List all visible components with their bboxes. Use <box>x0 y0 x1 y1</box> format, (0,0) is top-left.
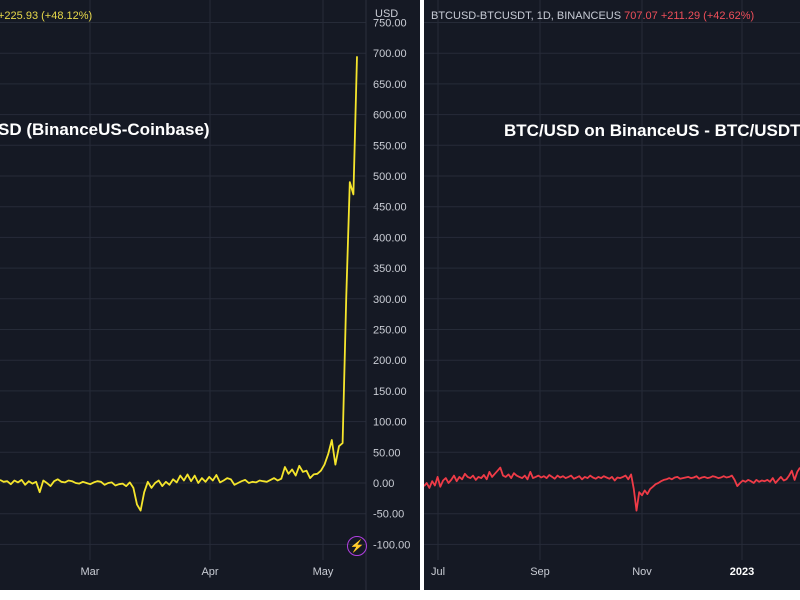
y-tick-label: 400.00 <box>373 232 407 244</box>
x-tick-label: Sep <box>530 566 550 578</box>
y-tick-label: 150.00 <box>373 386 407 398</box>
y-tick-label: 550.00 <box>373 140 407 152</box>
x-tick-label: Nov <box>632 566 652 578</box>
right-chart-title: BTC/USD on BinanceUS - BTC/USDT o <box>504 121 800 140</box>
right-grid <box>424 0 800 560</box>
left-x-axis: Mar Apr May <box>81 566 334 578</box>
left-y-axis: 750.00 700.00 650.00 600.00 550.00 500.00 450.… <box>373 18 410 552</box>
right-legend: BTCUSD-BTCUSDT, 1D, BINANCEUS 707.07 +21… <box>431 10 754 22</box>
left-grid <box>0 0 366 560</box>
x-tick-label: May <box>313 566 334 578</box>
right-chart-panel: Jul Sep Nov 2023 BTCUSD-BTCUSDT, 1D, BINANC… <box>424 0 800 590</box>
y-tick-label: 100.00 <box>373 417 407 429</box>
right-legend-symbol: BTCUSD-BTCUSDT, 1D, BINANCEUS <box>431 10 622 22</box>
y-tick-label: 650.00 <box>373 79 407 91</box>
lightning-icon[interactable]: ⚡ <box>347 536 367 556</box>
y-tick-label: 0.00 <box>373 478 394 490</box>
y-tick-label: 50.00 <box>373 447 401 459</box>
x-tick-label: Mar <box>81 566 100 578</box>
y-tick-label: 750.00 <box>373 18 407 30</box>
y-tick-label: 500.00 <box>373 171 407 183</box>
currency-label: USD <box>375 8 398 20</box>
right-series-line <box>424 466 800 512</box>
x-tick-label: Apr <box>201 566 218 578</box>
x-tick-label: 2023 <box>730 566 754 578</box>
left-legend: +225.93 (+48.12%) <box>0 10 93 22</box>
left-chart-svg: 750.00 700.00 650.00 600.00 550.00 500.00 450.… <box>0 0 410 590</box>
y-tick-label: 250.00 <box>373 325 407 337</box>
y-tick-label: 350.00 <box>373 263 407 275</box>
y-tick-label: -100.00 <box>373 539 410 551</box>
right-x-axis: Jul Sep Nov 2023 <box>431 566 754 578</box>
left-chart-title: SD (BinanceUS-Coinbase) <box>0 120 210 139</box>
y-tick-label: 200.00 <box>373 355 407 367</box>
y-tick-label: 450.00 <box>373 202 407 214</box>
left-chart-panel: 750.00 700.00 650.00 600.00 550.00 500.00 450.… <box>0 0 420 590</box>
y-tick-label: 700.00 <box>373 48 407 60</box>
x-tick-label: Jul <box>431 566 445 578</box>
y-tick-label: 600.00 <box>373 110 407 122</box>
y-tick-label: -50.00 <box>373 509 404 521</box>
left-series-line <box>0 56 358 512</box>
right-legend-change: 707.07 +211.29 (+42.62%) <box>624 10 755 22</box>
right-chart-svg: Jul Sep Nov 2023 <box>424 0 800 578</box>
y-tick-label: 300.00 <box>373 294 407 306</box>
